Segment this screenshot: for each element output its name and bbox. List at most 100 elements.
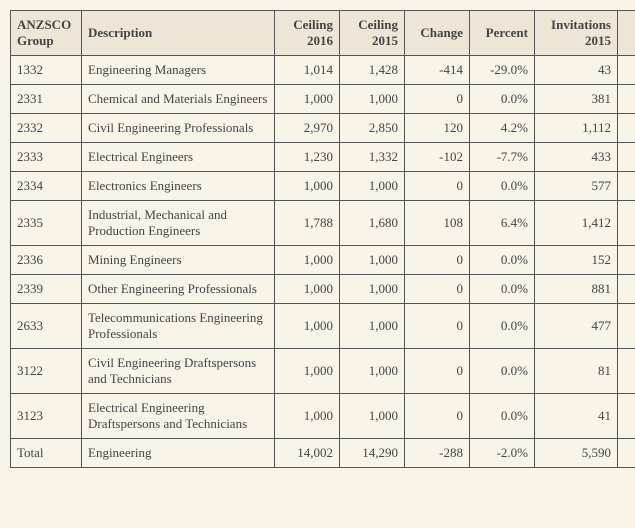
cell-ceiling-2015: 1,000 — [340, 349, 405, 394]
table-row: 2333Electrical Engineers1,2301,332-102-7… — [11, 143, 635, 172]
cell-ceiling-2015: 1,332 — [340, 143, 405, 172]
cell-group: 2336 — [11, 246, 82, 275]
cell-ceiling-2016: 1,000 — [275, 304, 340, 349]
cell-ceiling-2015: 1,000 — [340, 304, 405, 349]
cell-change: 0 — [405, 275, 470, 304]
cell-invitations: 152 — [535, 246, 618, 275]
cell-invitations: 881 — [535, 275, 618, 304]
anzsco-table: ANZSCO Group Description Ceiling 2016 Ce… — [10, 10, 635, 468]
table-body: 1332Engineering Managers1,0141,428-414-2… — [11, 56, 635, 468]
header-anzsco-group: ANZSCO Group — [11, 11, 82, 56]
table-row: 2332Civil Engineering Professionals2,970… — [11, 114, 635, 143]
cell-ceiling-2015: 1,000 — [340, 85, 405, 114]
cell-change: 0 — [405, 246, 470, 275]
cell-description: Electrical Engineers — [82, 143, 275, 172]
cell-group: 1332 — [11, 56, 82, 85]
table-container: ANZSCO Group Description Ceiling 2016 Ce… — [0, 0, 635, 478]
cell-invitations: 41 — [535, 394, 618, 439]
cell-invitations: 1,112 — [535, 114, 618, 143]
cell-ceiling-2015: 1,680 — [340, 201, 405, 246]
cell-percent: 4.2% — [470, 114, 535, 143]
cell-description: Electrical Engineering Draftspersons and… — [82, 394, 275, 439]
cell-ceiling-2015: 1,428 — [340, 56, 405, 85]
cell-ceiling-2016: 1,000 — [275, 85, 340, 114]
cell-invitations: 5,590 — [535, 439, 618, 468]
cell-ceiling-2016: 1,000 — [275, 394, 340, 439]
cell-pct-filled: 47.7% — [618, 304, 635, 349]
cell-pct-filled: 39.1% — [618, 439, 635, 468]
cell-invitations: 477 — [535, 304, 618, 349]
cell-description: Industrial, Mechanical and Production En… — [82, 201, 275, 246]
table-row: 2633Telecommunications Engineering Profe… — [11, 304, 635, 349]
cell-percent: -7.7% — [470, 143, 535, 172]
cell-percent: 0.0% — [470, 172, 535, 201]
cell-ceiling-2016: 1,000 — [275, 349, 340, 394]
cell-invitations: 1,412 — [535, 201, 618, 246]
cell-pct-filled: 39.0% — [618, 114, 635, 143]
cell-percent: 0.0% — [470, 275, 535, 304]
cell-invitations: 433 — [535, 143, 618, 172]
cell-change: -102 — [405, 143, 470, 172]
cell-percent: 0.0% — [470, 304, 535, 349]
cell-pct-filled: 15.2% — [618, 246, 635, 275]
table-row: 3123Electrical Engineering Draftspersons… — [11, 394, 635, 439]
cell-description: Civil Engineering Draftspersons and Tech… — [82, 349, 275, 394]
table-row: TotalEngineering14,00214,290-288-2.0%5,5… — [11, 439, 635, 468]
table-row: 3122Civil Engineering Draftspersons and … — [11, 349, 635, 394]
cell-pct-filled: 3.0% — [618, 56, 635, 85]
cell-percent: 0.0% — [470, 349, 535, 394]
cell-ceiling-2015: 14,290 — [340, 439, 405, 468]
cell-pct-filled: 8.1% — [618, 349, 635, 394]
cell-pct-filled: 88.1% — [618, 275, 635, 304]
cell-ceiling-2015: 1,000 — [340, 172, 405, 201]
cell-ceiling-2016: 1,000 — [275, 172, 340, 201]
cell-ceiling-2016: 1,788 — [275, 201, 340, 246]
table-row: 2336Mining Engineers1,0001,00000.0%15215… — [11, 246, 635, 275]
cell-percent: 6.4% — [470, 201, 535, 246]
header-pct-filled: % Filled — [618, 11, 635, 56]
cell-description: Engineering Managers — [82, 56, 275, 85]
header-change: Change — [405, 11, 470, 56]
header-invitations: Invitations 2015 — [535, 11, 618, 56]
cell-group: 2334 — [11, 172, 82, 201]
cell-pct-filled: 32.5% — [618, 143, 635, 172]
cell-pct-filled: 38.1% — [618, 85, 635, 114]
cell-description: Engineering — [82, 439, 275, 468]
header-ceiling-2015: Ceiling 2015 — [340, 11, 405, 56]
cell-group: Total — [11, 439, 82, 468]
cell-percent: -2.0% — [470, 439, 535, 468]
cell-ceiling-2016: 1,000 — [275, 275, 340, 304]
cell-change: -288 — [405, 439, 470, 468]
cell-group: 2333 — [11, 143, 82, 172]
header-row: ANZSCO Group Description Ceiling 2016 Ce… — [11, 11, 635, 56]
cell-ceiling-2015: 2,850 — [340, 114, 405, 143]
cell-invitations: 81 — [535, 349, 618, 394]
cell-change: 0 — [405, 172, 470, 201]
cell-description: Electronics Engineers — [82, 172, 275, 201]
table-row: 2335Industrial, Mechanical and Productio… — [11, 201, 635, 246]
cell-group: 2339 — [11, 275, 82, 304]
cell-group: 2633 — [11, 304, 82, 349]
cell-ceiling-2015: 1,000 — [340, 394, 405, 439]
header-ceiling-2016: Ceiling 2016 — [275, 11, 340, 56]
cell-group: 2331 — [11, 85, 82, 114]
cell-percent: 0.0% — [470, 246, 535, 275]
cell-pct-filled: 84.0% — [618, 201, 635, 246]
cell-invitations: 43 — [535, 56, 618, 85]
header-description: Description — [82, 11, 275, 56]
cell-percent: -29.0% — [470, 56, 535, 85]
cell-percent: 0.0% — [470, 394, 535, 439]
cell-pct-filled: 4.1% — [618, 394, 635, 439]
cell-invitations: 381 — [535, 85, 618, 114]
cell-group: 2335 — [11, 201, 82, 246]
table-row: 2334Electronics Engineers1,0001,00000.0%… — [11, 172, 635, 201]
cell-description: Other Engineering Professionals — [82, 275, 275, 304]
table-row: 1332Engineering Managers1,0141,428-414-2… — [11, 56, 635, 85]
cell-ceiling-2015: 1,000 — [340, 246, 405, 275]
cell-ceiling-2016: 1,230 — [275, 143, 340, 172]
cell-description: Civil Engineering Professionals — [82, 114, 275, 143]
cell-description: Mining Engineers — [82, 246, 275, 275]
cell-change: 0 — [405, 394, 470, 439]
cell-group: 2332 — [11, 114, 82, 143]
cell-change: -414 — [405, 56, 470, 85]
